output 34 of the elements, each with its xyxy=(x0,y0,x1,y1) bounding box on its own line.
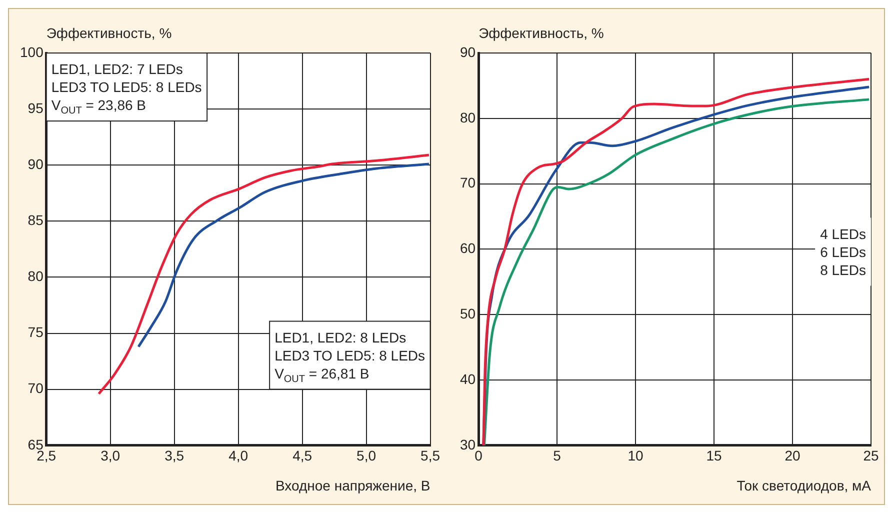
y-tick-label: 80 xyxy=(460,109,476,126)
x-tick-label: 5,5 xyxy=(420,448,440,464)
x-tick-label: 3,5 xyxy=(164,448,184,464)
x-axis-title: Ток светодиодов, мА xyxy=(736,477,872,494)
y-tick-label: 90 xyxy=(460,44,476,60)
y-tick-label: 60 xyxy=(460,240,476,256)
y-tick-label: 70 xyxy=(28,380,44,396)
x-tick-label: 25 xyxy=(863,448,879,464)
y-tick-label: 80 xyxy=(28,268,44,284)
annotation: 4 LEDs 6 LEDs 8 LEDs xyxy=(820,226,866,278)
y-tick-label: 30 xyxy=(460,436,476,452)
x-tick-label: 0 xyxy=(474,448,483,464)
y-tick-label: 100 xyxy=(20,44,44,60)
x-tick-label: 4,5 xyxy=(292,448,312,464)
x-tick-label: 4,0 xyxy=(228,448,248,464)
y-tick-label: 65 xyxy=(28,436,44,452)
x-tick-label: 15 xyxy=(706,448,722,464)
x-tick-label: 3,0 xyxy=(100,448,120,464)
x-tick-label: 10 xyxy=(628,448,644,464)
y-axis-title: Эффективность, % xyxy=(478,24,604,41)
y-tick-label: 70 xyxy=(460,174,476,191)
x-tick-label: 5,0 xyxy=(356,448,376,464)
y-tick-label: 75 xyxy=(28,324,44,340)
y-tick-label: 50 xyxy=(460,305,476,322)
y-tick-label: 90 xyxy=(28,156,44,172)
x-tick-label: 20 xyxy=(784,448,801,464)
y-tick-label: 95 xyxy=(28,100,44,116)
line-series xyxy=(98,154,430,396)
y-tick-label: 85 xyxy=(28,212,44,228)
y-tick-label: 40 xyxy=(460,370,476,387)
line-series xyxy=(137,162,430,348)
y-axis-title: Эффективность, % xyxy=(46,24,172,41)
x-tick-label: 5 xyxy=(553,448,562,464)
x-axis-title: Входное напряжение, В xyxy=(275,477,430,494)
